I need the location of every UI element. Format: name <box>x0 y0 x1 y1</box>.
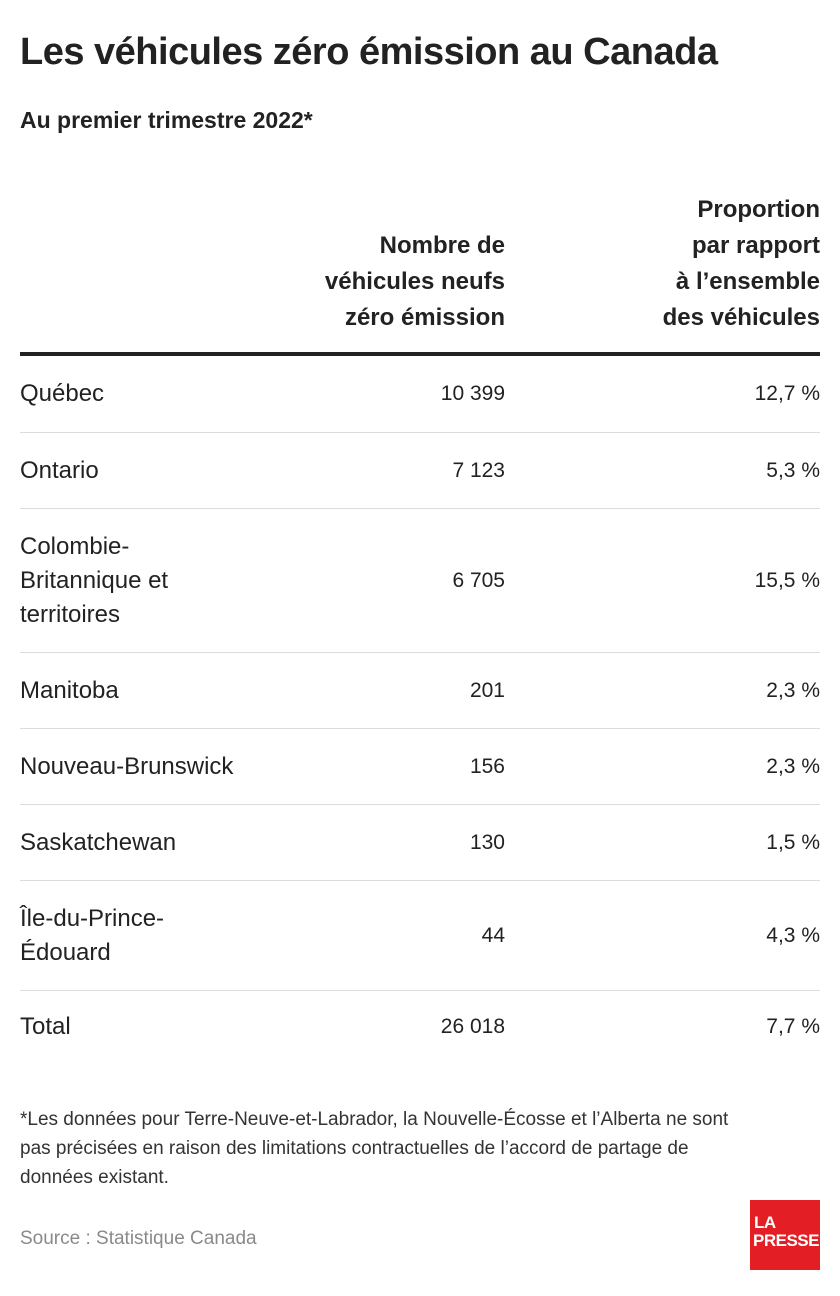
vehicle-count-cell: 156 <box>469 754 505 778</box>
share-cell: 1,5 % <box>766 830 820 854</box>
table-row: Colombie-Britannique et territoires 6 70… <box>20 509 820 653</box>
share-cell: 15,5 % <box>754 568 820 592</box>
vehicle-count-cell: 130 <box>469 830 505 854</box>
source-note: Source : Statistique Canada <box>20 1228 257 1249</box>
share-cell: 7,7 % <box>766 1015 820 1038</box>
table-row-total: Total 26 018 7,7 % <box>20 991 820 1063</box>
table-row: Île-du-Prince-Édouard 44 4,3 % <box>20 881 820 991</box>
share-cell: 12,7 % <box>754 382 820 405</box>
share-cell: 5,3 % <box>766 458 820 482</box>
column-header-vehicle-count: Nombre de véhicules neufs zéro émission <box>324 232 505 331</box>
region-cell: Total <box>20 1013 71 1040</box>
region-cell: Saskatchewan <box>20 828 177 856</box>
header-divider <box>20 352 820 356</box>
vehicle-count-cell: 26 018 <box>440 1015 505 1038</box>
table-row: Ontario 7 123 5,3 % <box>20 433 820 509</box>
vehicle-count-cell: 6 705 <box>452 568 505 592</box>
region-cell: Île-du-Prince-Édouard <box>20 904 165 966</box>
region-cell: Québec <box>20 380 105 407</box>
logo-line-1: LA <box>754 1213 776 1232</box>
footnote: *Les données pour Terre-Neuve-et-Labrado… <box>20 1109 729 1188</box>
table-row: Saskatchewan 130 1,5 % <box>20 805 820 881</box>
share-cell: 2,3 % <box>766 754 820 778</box>
table-row: Manitoba 201 2,3 % <box>20 653 820 729</box>
data-table: Québec 10 399 12,7 % Ontario 7 123 5,3 %… <box>20 356 820 1063</box>
vehicle-count-cell: 44 <box>481 923 505 947</box>
region-cell: Colombie-Britannique et territoires <box>20 532 169 628</box>
share-cell: 4,3 % <box>766 923 820 947</box>
table-row: Nouveau-Brunswick 156 2,3 % <box>20 729 820 805</box>
chart-title: Les véhicules zéro émission au Canada <box>20 31 718 73</box>
vehicle-count-cell: 7 123 <box>452 458 505 482</box>
region-cell: Manitoba <box>20 676 119 704</box>
vehicle-count-cell: 10 399 <box>440 382 505 405</box>
column-header-share: Proportion par rapport à l’ensemble des … <box>662 196 820 331</box>
region-cell: Nouveau-Brunswick <box>20 752 234 780</box>
share-cell: 2,3 % <box>766 678 820 702</box>
la-presse-logo: LA PRESSE <box>750 1200 820 1270</box>
chart-subtitle: Au premier trimestre 2022* <box>20 107 313 133</box>
vehicle-count-cell: 201 <box>469 678 505 702</box>
logo-line-2: PRESSE <box>753 1231 819 1250</box>
region-cell: Ontario <box>20 456 99 484</box>
table-row: Québec 10 399 12,7 % <box>20 356 820 433</box>
